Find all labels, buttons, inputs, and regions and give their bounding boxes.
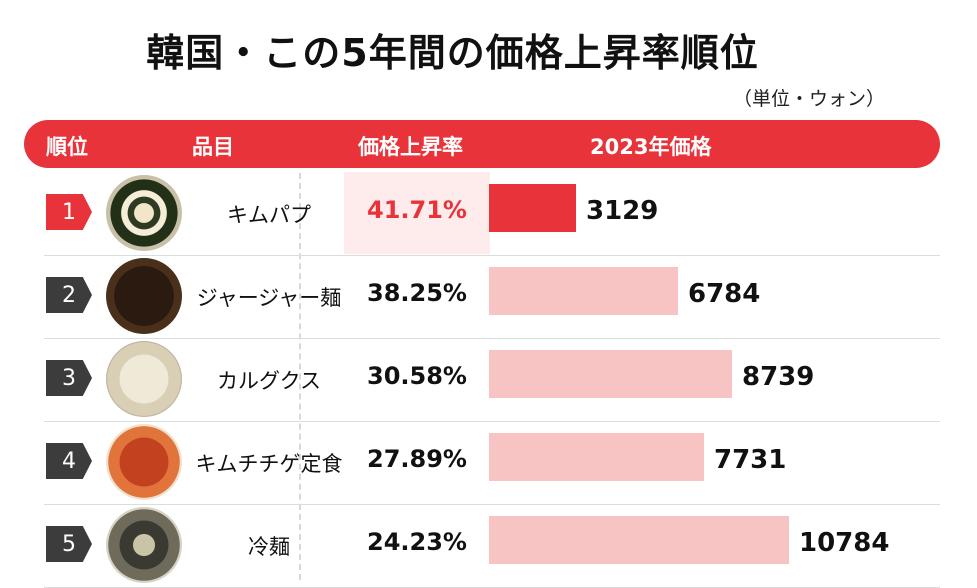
table-row: 5 冷麺 24.23% 10784 bbox=[44, 505, 940, 588]
chart-title: 韓国・この5年間の価格上昇率順位 bbox=[146, 31, 759, 75]
food-photo bbox=[106, 258, 182, 334]
table-row: 2 ジャージャー麺 38.25% 6784 bbox=[44, 256, 940, 339]
rate-cell: 41.71% bbox=[344, 172, 490, 254]
price-bar bbox=[489, 350, 732, 398]
rate-value: 38.25% bbox=[367, 279, 467, 307]
rate-value: 24.23% bbox=[367, 528, 467, 556]
item-name: キムチチゲ定食 bbox=[195, 452, 343, 476]
table-row: 3 カルグクス 30.58% 8739 bbox=[44, 339, 940, 422]
header-item: 品目 bbox=[192, 135, 234, 159]
price-value: 6784 bbox=[688, 279, 761, 309]
rate-cell: 38.25% bbox=[344, 255, 490, 337]
price-bar bbox=[489, 184, 576, 232]
rank-badge: 5 bbox=[46, 526, 92, 562]
rate-cell: 24.23% bbox=[344, 504, 490, 586]
rank-badge: 2 bbox=[46, 277, 92, 313]
food-photo bbox=[106, 341, 182, 417]
item-name: カルグクス bbox=[217, 369, 321, 393]
rank-badge: 3 bbox=[46, 360, 92, 396]
rate-value: 27.89% bbox=[367, 445, 467, 473]
column-divider bbox=[299, 173, 301, 580]
rate-cell: 30.58% bbox=[344, 338, 490, 420]
unit-note: （単位・ウォン） bbox=[732, 88, 885, 110]
header-price: 2023年価格 bbox=[590, 135, 712, 159]
price-bar bbox=[489, 267, 678, 315]
price-value: 8739 bbox=[742, 362, 815, 392]
header-rate: 価格上昇率 bbox=[358, 135, 463, 159]
price-value: 3129 bbox=[586, 196, 659, 226]
price-value: 7731 bbox=[714, 445, 787, 475]
rate-value: 30.58% bbox=[367, 362, 467, 390]
food-photo bbox=[106, 424, 182, 500]
ranking-table: 1 キムパプ 41.71% 3129 2 ジャージャー麺 38.25% 6784 3 カルグクス 3… bbox=[44, 172, 940, 588]
table-row: 1 キムパプ 41.71% 3129 bbox=[44, 172, 940, 256]
food-photo bbox=[106, 507, 182, 583]
item-name: 冷麺 bbox=[248, 535, 290, 559]
price-bar bbox=[489, 433, 704, 481]
table-header: 順位 品目 価格上昇率 2023年価格 bbox=[24, 120, 940, 168]
rank-badge: 1 bbox=[46, 194, 92, 230]
price-bar bbox=[489, 516, 789, 564]
price-value: 10784 bbox=[799, 528, 890, 558]
food-photo bbox=[106, 175, 182, 251]
item-name: ジャージャー麺 bbox=[196, 286, 342, 310]
rate-value: 41.71% bbox=[367, 196, 467, 224]
item-name: キムパプ bbox=[227, 203, 311, 227]
table-row: 4 キムチチゲ定食 27.89% 7731 bbox=[44, 422, 940, 505]
header-rank: 順位 bbox=[46, 135, 88, 159]
rank-badge: 4 bbox=[46, 443, 92, 479]
rate-cell: 27.89% bbox=[344, 421, 490, 503]
